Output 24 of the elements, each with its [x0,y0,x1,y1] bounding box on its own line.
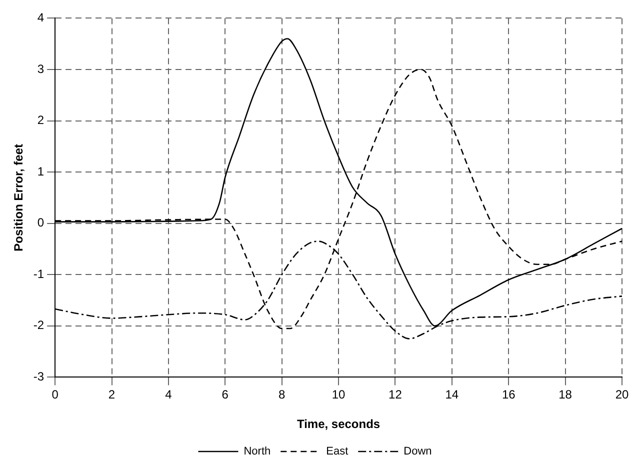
legend-label: North [244,446,271,458]
x-tick-label: 0 [52,388,59,402]
x-tick-label: 12 [388,388,402,402]
x-tick-label: 20 [615,388,629,402]
x-tick-label: 8 [278,388,286,402]
x-tick-label: 6 [222,388,229,402]
x-tick-label: 18 [558,388,572,402]
y-tick-label: 4 [37,10,44,25]
x-tick-label: 16 [502,388,516,402]
y-tick-label: 1 [37,164,44,178]
y-tick-label: -1 [33,266,44,281]
x-tick-label: 2 [108,388,116,402]
x-tick-label: 14 [445,388,459,402]
y-tick-label: 0 [37,216,44,230]
x-tick-label: 4 [165,388,172,402]
y-tick-label: -2 [33,318,44,332]
legend-label: Down [404,446,432,458]
x-tick-label: 10 [332,388,346,402]
y-axis-title: Position Error, feet [12,144,26,252]
legend-label: East [326,446,348,458]
y-tick-label: -3 [33,370,44,384]
y-tick-label: 2 [37,113,44,128]
y-tick-label: 3 [37,62,44,76]
x-axis-title: Time, seconds [296,417,380,432]
